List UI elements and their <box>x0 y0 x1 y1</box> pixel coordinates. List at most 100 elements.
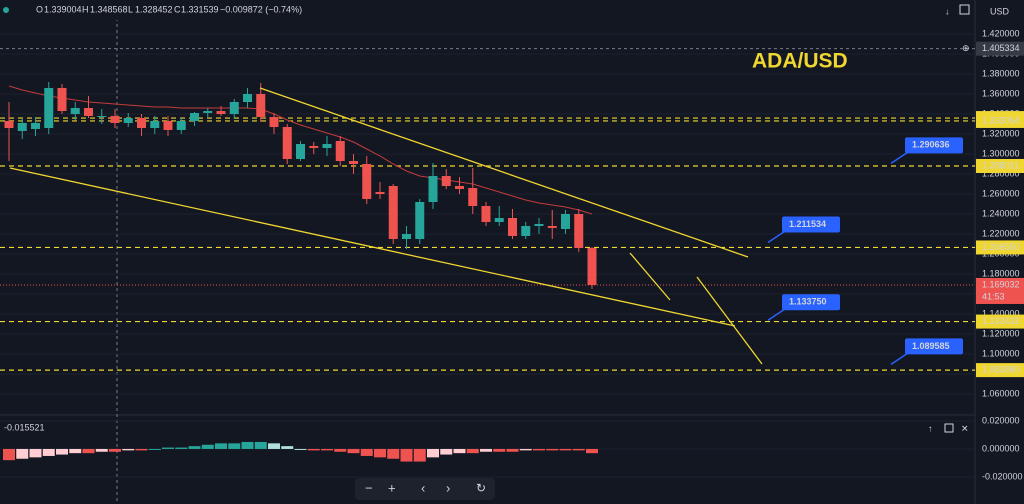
histogram-bar <box>480 448 492 452</box>
trendline <box>696 276 763 365</box>
histogram-bar <box>533 448 545 451</box>
zoom-in[interactable]: + <box>388 480 396 495</box>
scroll-right[interactable]: › <box>446 480 450 495</box>
icon-button[interactable] <box>959 4 970 15</box>
histogram-bar <box>321 448 333 451</box>
callout-pointer <box>890 150 910 164</box>
c-label: C <box>174 4 181 14</box>
callout-pointer <box>890 351 910 366</box>
callout-pointer <box>767 229 787 244</box>
candle-body <box>216 111 226 114</box>
o-label: O <box>36 4 43 14</box>
candle-body <box>441 176 451 186</box>
candle-body <box>428 176 438 202</box>
y-tick-label: 1.320000 <box>982 128 1020 138</box>
candle-body <box>31 123 40 129</box>
histogram-bar <box>3 448 15 461</box>
y-tick-label: 1.300000 <box>982 148 1020 158</box>
candle-body <box>322 144 332 148</box>
last-price-label: 1.169032 <box>982 279 1020 289</box>
histogram-bar <box>188 446 201 449</box>
icon-button[interactable]: ↑ <box>928 423 933 433</box>
histogram-bar <box>387 448 400 459</box>
y-tick-label: 1.140000 <box>982 308 1020 318</box>
level-label: 1.288011 <box>982 160 1019 170</box>
icon-button[interactable]: ↓ <box>945 6 950 16</box>
candle-body <box>4 121 14 128</box>
status-dot <box>3 7 9 13</box>
callout-label: 1.290636 <box>912 140 950 150</box>
candle-body <box>269 117 279 127</box>
histogram-bar <box>334 448 347 452</box>
candle-body <box>362 164 372 199</box>
candle-body <box>455 186 464 189</box>
candle-body <box>309 146 319 148</box>
histogram-bar <box>572 448 585 451</box>
y-tick-label: 1.100000 <box>982 348 1020 358</box>
icon-button[interactable] <box>944 423 954 433</box>
histogram-bar <box>122 448 135 451</box>
histogram-bar <box>56 448 68 455</box>
histogram-bar <box>175 447 188 449</box>
level-tag <box>976 314 1024 329</box>
candle-body <box>256 94 266 117</box>
histogram-bar <box>294 448 307 450</box>
candle-body <box>229 102 239 114</box>
histogram-bar <box>29 448 42 458</box>
histogram-bar <box>347 448 360 454</box>
h-label: H <box>82 4 89 14</box>
histogram-bar <box>413 448 426 462</box>
histogram-bar <box>559 448 572 451</box>
candle-body <box>481 206 491 222</box>
y-tick-label: -0.020000 <box>982 471 1023 481</box>
level-tag <box>976 363 1024 378</box>
y-tick-label: 1.380000 <box>982 68 1020 78</box>
candle-body <box>190 113 199 121</box>
candle-body <box>468 188 478 206</box>
y-tick-label: 1.120000 <box>982 328 1020 338</box>
histogram-bar <box>546 448 559 451</box>
y-tick-label: 1.180000 <box>982 268 1020 278</box>
level-label: 1.206550 <box>982 242 1020 252</box>
y-tick-label: 1.360000 <box>982 88 1020 98</box>
y-tick-label: 1.260000 <box>982 188 1020 198</box>
candle-body <box>44 88 54 128</box>
moving-average <box>8 85 593 215</box>
candle-body <box>349 161 358 164</box>
histogram-bar <box>135 448 148 451</box>
scroll-left[interactable]: ‹ <box>421 480 425 495</box>
candle-body <box>296 144 305 159</box>
last-price-tag <box>976 277 1024 304</box>
callout-pointer <box>767 307 787 321</box>
candle-body <box>70 108 80 114</box>
candle-body <box>335 141 345 161</box>
reset[interactable]: ↻ <box>476 481 486 495</box>
candle-body <box>587 248 597 285</box>
zoom-out[interactable]: − <box>365 480 373 495</box>
candle-body <box>243 94 252 102</box>
level-tag <box>976 158 1024 173</box>
level-tag <box>976 113 1024 128</box>
ohlc-legend: O 1.339004 H 1.348568 L 1.328452 C 1.331… <box>36 4 302 14</box>
histogram-bar <box>453 448 466 454</box>
candle-body <box>203 111 213 113</box>
level-label: 1.333054 <box>982 115 1020 125</box>
low: 1.328452 <box>135 4 173 14</box>
y-tick-label: 1.240000 <box>982 208 1020 218</box>
candle-body <box>137 118 146 128</box>
histogram-bar <box>506 448 519 452</box>
histogram-bar <box>466 448 479 454</box>
histogram-bar <box>228 443 241 449</box>
icon-button[interactable]: ✕ <box>961 423 969 433</box>
trendline <box>9 167 736 327</box>
crosshair-tag <box>976 41 1024 56</box>
candle-body <box>547 226 557 228</box>
candle-body <box>97 116 107 117</box>
high: 1.348568 <box>90 4 128 14</box>
l-label: L <box>128 4 133 14</box>
callout-box <box>905 338 963 355</box>
currency-select[interactable]: USD <box>990 6 1010 16</box>
candle-body <box>17 123 27 131</box>
legend-bg <box>0 0 700 20</box>
crosshair-icon: ⊕ <box>962 43 970 53</box>
